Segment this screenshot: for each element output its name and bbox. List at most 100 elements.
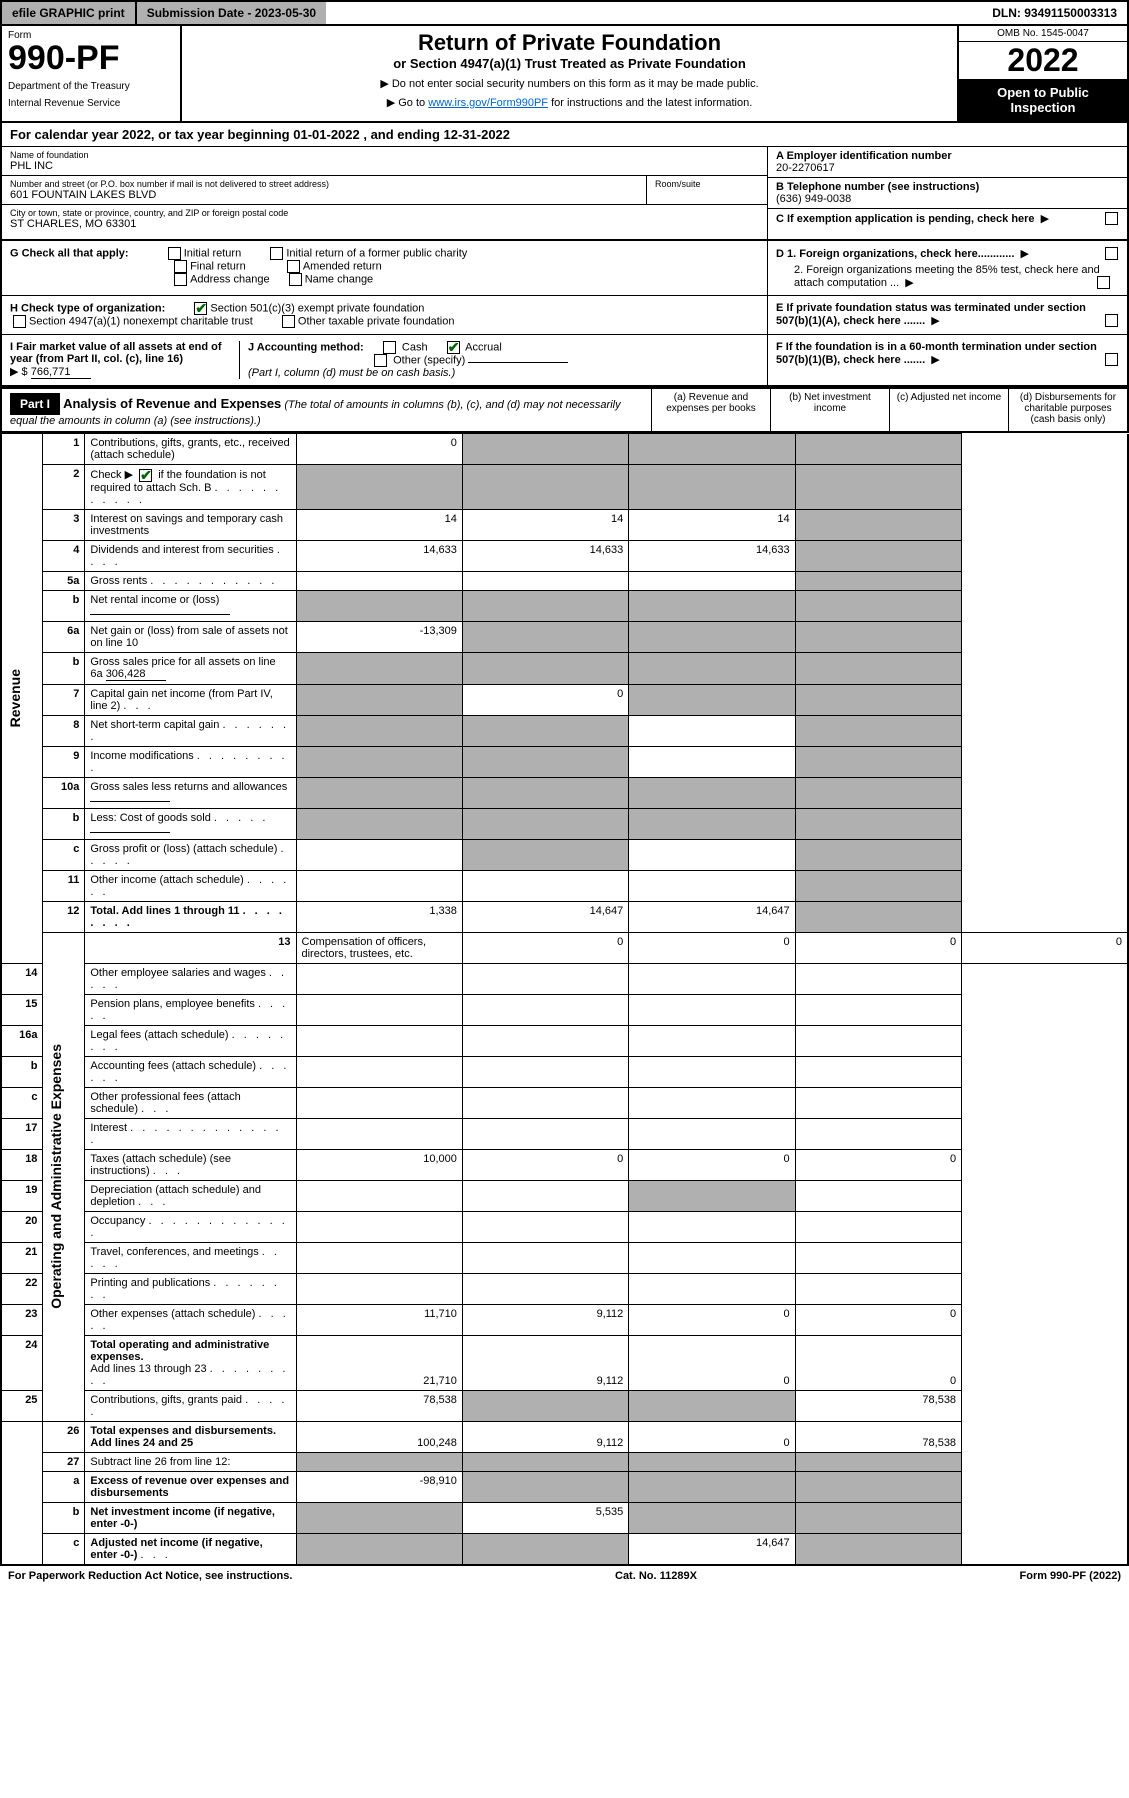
r7-b: 0 [462,684,628,715]
phone-cell: B Telephone number (see instructions) (6… [768,178,1127,209]
h-4947-checkbox[interactable] [13,315,26,328]
l8-desc: Net short-term capital gain . . . . . . … [85,715,296,746]
h-other-checkbox[interactable] [282,315,295,328]
expenses-side: Operating and Administrative Expenses [43,932,85,1421]
r4-a: 14,633 [296,540,462,571]
omb-number: OMB No. 1545-0047 [959,26,1127,42]
j-other-checkbox[interactable] [374,354,387,367]
row-27: 27Subtract line 26 from line 12: [1,1452,1128,1471]
row-2: 2Check ▶ if the foundation is not requir… [1,465,1128,510]
r25-a: 78,538 [296,1390,462,1421]
exemption-checkbox[interactable] [1105,212,1118,225]
e-checkbox[interactable] [1105,314,1118,327]
r18-a: 10,000 [296,1149,462,1180]
calyear-pre: For calendar year 2022, or tax year begi… [10,127,293,142]
row-16c: cOther professional fees (attach schedul… [1,1087,1128,1118]
r18-d: 0 [795,1149,961,1180]
l4-desc: Dividends and interest from securities .… [85,540,296,571]
l21-desc: Travel, conferences, and meetings . . . … [85,1242,296,1273]
l19-desc: Depreciation (attach schedule) and deple… [85,1180,296,1211]
col-d-head: (d) Disbursements for charitable purpose… [1008,389,1127,431]
row-3: 3Interest on savings and temporary cash … [1,509,1128,540]
g-initial-checkbox[interactable] [168,247,181,260]
l26-desc: Total expenses and disbursements. Add li… [85,1421,296,1452]
j-block: J Accounting method: Cash Accrual Other … [240,341,759,379]
g-opt-4: Address change [190,273,270,285]
col-a-head: (a) Revenue and expenses per books [651,389,770,431]
header-right: OMB No. 1545-0047 2022 Open to Public In… [957,26,1127,121]
arrow-icon: ▶ [931,314,939,327]
page-footer: For Paperwork Reduction Act Notice, see … [0,1566,1129,1586]
r24-d: 0 [795,1335,961,1390]
calyear-begin: 01-01-2022 [293,127,360,142]
d2-checkbox[interactable] [1097,276,1110,289]
row-16b: bAccounting fees (attach schedule) . . .… [1,1056,1128,1087]
j-other-field[interactable] [468,362,568,363]
r26-b: 9,112 [462,1421,628,1452]
l5b-desc: Net rental income or (loss) [85,590,296,621]
r23-d: 0 [795,1304,961,1335]
row-18: 18Taxes (attach schedule) (see instructi… [1,1149,1128,1180]
row-27b: bNet investment income (if negative, ent… [1,1502,1128,1533]
street-address: 601 FOUNTAIN LAKES BLVD [10,189,638,201]
g-initial-former-checkbox[interactable] [270,247,283,260]
g-final-checkbox[interactable] [174,260,187,273]
row-27a: aExcess of revenue over expenses and dis… [1,1471,1128,1502]
calyear-end: 12-31-2022 [444,127,511,142]
d1-row: D 1. Foreign organizations, check here..… [776,247,1119,260]
g-name-checkbox[interactable] [289,273,302,286]
city-state-zip: ST CHARLES, MO 63301 [10,218,759,230]
r26-d: 78,538 [795,1421,961,1452]
r13-c: 0 [795,932,961,963]
l25-desc: Contributions, gifts, grants paid . . . … [85,1390,296,1421]
row-22: 22Printing and publications . . . . . . … [1,1273,1128,1304]
g-address-checkbox[interactable] [174,273,187,286]
topbar-left: efile GRAPHIC print Submission Date - 20… [2,2,326,24]
l23-desc: Other expenses (attach schedule) . . . .… [85,1304,296,1335]
submission-date: Submission Date - 2023-05-30 [137,2,326,24]
row-5b: bNet rental income or (loss) [1,590,1128,621]
f-checkbox[interactable] [1105,353,1118,366]
row-10c: cGross profit or (loss) (attach schedule… [1,839,1128,870]
efile-print-button[interactable]: efile GRAPHIC print [2,2,137,24]
exemption-cell: C If exemption application is pending, c… [768,209,1127,239]
exemption-label: C If exemption application is pending, c… [776,213,1035,225]
e-block: E If private foundation status was termi… [767,296,1127,334]
l6b-val: 306,428 [106,668,166,681]
footer-right: Form 990-PF (2022) [1020,1570,1121,1582]
d-block: D 1. Foreign organizations, check here..… [767,241,1127,295]
g-amended-checkbox[interactable] [287,260,300,273]
footer-mid: Cat. No. 11289X [615,1570,697,1582]
h-opt2: Section 4947(a)(1) nonexempt charitable … [29,315,253,327]
l9-desc: Income modifications . . . . . . . . . [85,746,296,777]
g-opt-1: Initial return of a former public charit… [286,247,467,259]
h-501c3-checkbox[interactable] [194,302,207,315]
l10b-desc: Less: Cost of goods sold . . . . . [85,808,296,839]
row-23: 23Other expenses (attach schedule) . . .… [1,1304,1128,1335]
j-accrual-checkbox[interactable] [447,341,460,354]
row-26: 26Total expenses and disbursements. Add … [1,1421,1128,1452]
d1-checkbox[interactable] [1105,247,1118,260]
g-label: G Check all that apply: [10,247,129,259]
i-value: 766,771 [31,366,91,379]
j-cash-checkbox[interactable] [383,341,396,354]
row-12: 12Total. Add lines 1 through 11 . . . . … [1,901,1128,932]
g-opt-2: Final return [190,260,246,272]
dept-irs: Internal Revenue Service [8,98,174,109]
g-opt-0: Initial return [184,247,241,259]
j-note: (Part I, column (d) must be on cash basi… [248,367,455,379]
r26-a: 100,248 [296,1421,462,1452]
row-6b: bGross sales price for all assets on lin… [1,652,1128,684]
h-block: H Check type of organization: Section 50… [2,296,767,334]
phone-label: B Telephone number (see instructions) [776,181,1119,193]
l2-desc: Check ▶ if the foundation is not require… [85,465,296,510]
l5a-desc: Gross rents . . . . . . . . . . . [85,571,296,590]
r3-a: 14 [296,509,462,540]
schb-checkbox[interactable] [139,469,152,482]
form-subtitle: or Section 4947(a)(1) Trust Treated as P… [192,56,947,71]
r13-d: 0 [962,932,1128,963]
row-15: 15Pension plans, employee benefits . . .… [1,994,1128,1025]
r25-d: 78,538 [795,1390,961,1421]
irs-link[interactable]: www.irs.gov/Form990PF [428,97,548,109]
dln: DLN: 93491150003313 [982,2,1127,24]
